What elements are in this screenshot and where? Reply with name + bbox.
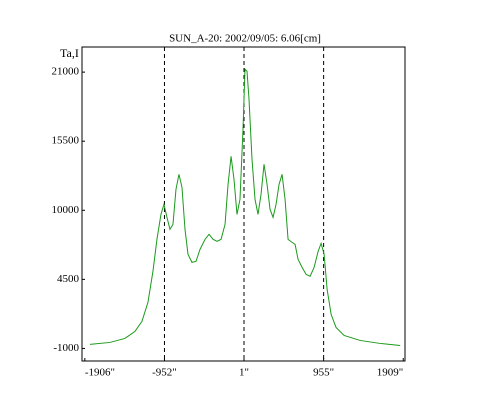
x-tick-label: -1906" xyxy=(85,367,115,379)
x-tick-label: 1" xyxy=(239,367,249,379)
y-tick-label: 4500 xyxy=(57,273,80,285)
y-tick-label: -1000 xyxy=(53,342,79,354)
y-tick-label: 10000 xyxy=(52,204,80,216)
y-axis-label: Ta,I xyxy=(60,46,79,60)
y-tick-label: 21000 xyxy=(52,66,80,78)
x-tick-label: 1909" xyxy=(377,367,404,379)
y-tick-label: 15500 xyxy=(52,135,80,147)
chart-title: SUN_A-20: 2002/09/05: 6.06[cm] xyxy=(169,33,321,45)
x-tick-label: 955" xyxy=(313,367,334,379)
x-tick-label: -952" xyxy=(152,367,177,379)
data-line xyxy=(89,68,401,346)
plot-frame xyxy=(81,46,406,362)
